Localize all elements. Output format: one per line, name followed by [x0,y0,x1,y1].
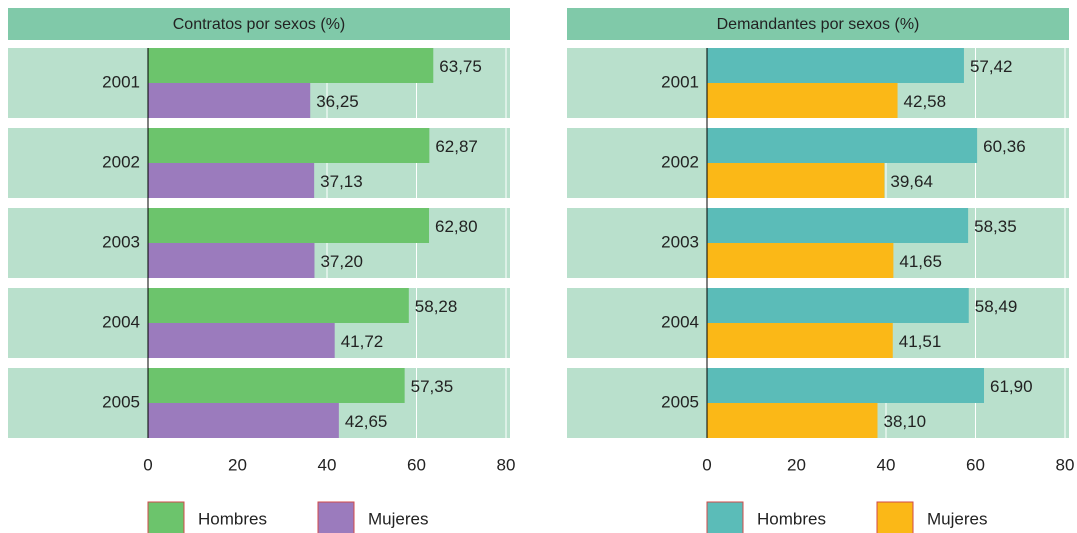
legend-swatch [876,501,914,533]
bar [707,323,893,358]
value-label: 61,90 [990,377,1033,396]
value-label: 42,65 [345,412,388,431]
bar [148,403,339,438]
value-label: 41,51 [899,332,942,351]
bar [707,83,898,118]
bar [148,368,405,403]
chart-title: Demandantes por sexos (%) [717,16,920,33]
value-label: 58,49 [975,297,1018,316]
value-label: 60,36 [983,137,1026,156]
bar [707,208,969,243]
x-tick-label: 40 [318,455,337,474]
bar [707,288,969,323]
value-label: 57,35 [411,377,454,396]
bar [148,128,430,163]
value-label: 38,10 [883,412,926,431]
legend-swatch [706,501,744,533]
category-label: 2004 [102,312,140,331]
bar [148,163,315,198]
value-label: 58,35 [974,217,1017,236]
x-tick-label: 80 [1056,455,1075,474]
bar [707,163,885,198]
bar [707,368,985,403]
value-label: 62,80 [435,217,478,236]
header [567,8,1069,40]
value-label: 63,75 [439,57,482,76]
value-label: 39,64 [890,172,933,191]
x-tick-label: 80 [497,455,516,474]
value-label: 37,20 [320,252,363,271]
category-label: 2005 [661,392,699,411]
category-label: 2003 [102,232,140,251]
category-label: 2002 [661,152,699,171]
legend-swatch [147,501,185,533]
bar [148,323,335,358]
value-label: 37,13 [320,172,363,191]
legend-label: Mujeres [368,509,428,528]
x-tick-label: 0 [702,455,711,474]
x-tick-label: 60 [407,455,426,474]
value-label: 42,58 [904,92,947,111]
value-label: 58,28 [415,297,458,316]
bar [707,48,964,83]
bar [148,208,430,243]
bar [707,243,894,278]
legend-label: Hombres [198,509,267,528]
bar [148,48,434,83]
bar [707,128,978,163]
bar [148,288,409,323]
x-tick-label: 20 [787,455,806,474]
category-label: 2004 [661,312,699,331]
legend-label: Mujeres [927,509,987,528]
bar [148,83,311,118]
bar [707,403,878,438]
category-label: 2001 [661,72,699,91]
category-label: 2002 [102,152,140,171]
header [8,8,510,40]
category-label: 2001 [102,72,140,91]
chart-title: Contratos por sexos (%) [173,16,346,33]
value-label: 57,42 [970,57,1013,76]
category-label: 2005 [102,392,140,411]
legend-swatch [317,501,355,533]
bar [148,243,315,278]
x-tick-label: 0 [143,455,152,474]
x-tick-label: 60 [966,455,985,474]
value-label: 41,65 [899,252,942,271]
x-tick-label: 20 [228,455,247,474]
value-label: 41,72 [341,332,384,351]
value-label: 36,25 [316,92,359,111]
value-label: 62,87 [435,137,478,156]
category-label: 2003 [661,232,699,251]
legend-label: Hombres [757,509,826,528]
x-tick-label: 40 [877,455,896,474]
